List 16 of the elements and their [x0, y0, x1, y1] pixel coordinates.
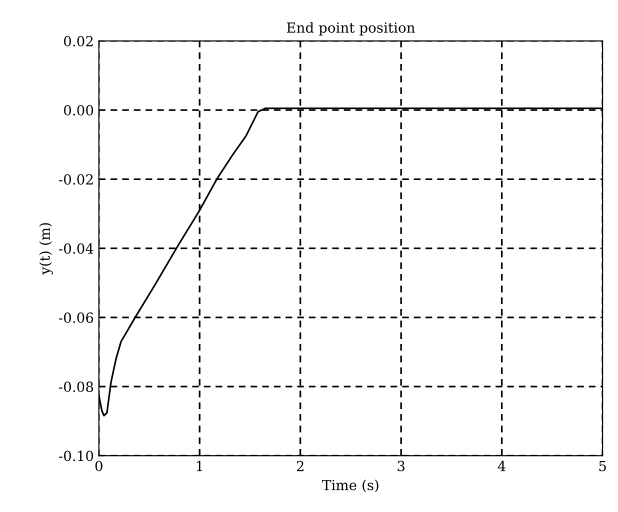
y-axis-title: y(t) (m): [39, 223, 53, 275]
y-tick-label: -0.08: [59, 382, 94, 392]
y-tick-label: -0.02: [59, 174, 93, 185]
x-axis-title: Time (s): [322, 480, 378, 492]
x-tick-label: 0: [95, 460, 102, 472]
x-tick-label: 3: [398, 460, 404, 472]
y-tick-label: 0.02: [64, 36, 93, 46]
y-tick-label: -0.06: [59, 312, 94, 323]
x-tick-label: 5: [599, 460, 606, 472]
x-tick-label: 4: [498, 460, 506, 472]
chart-title: End point position: [286, 22, 415, 36]
y-tick-label: 0.00: [64, 105, 94, 116]
x-tick-label: 1: [196, 460, 202, 472]
x-tick-label: 2: [296, 460, 304, 472]
y-tick-label: -0.04: [59, 243, 94, 254]
y-tick-label: -0.10: [59, 450, 94, 462]
